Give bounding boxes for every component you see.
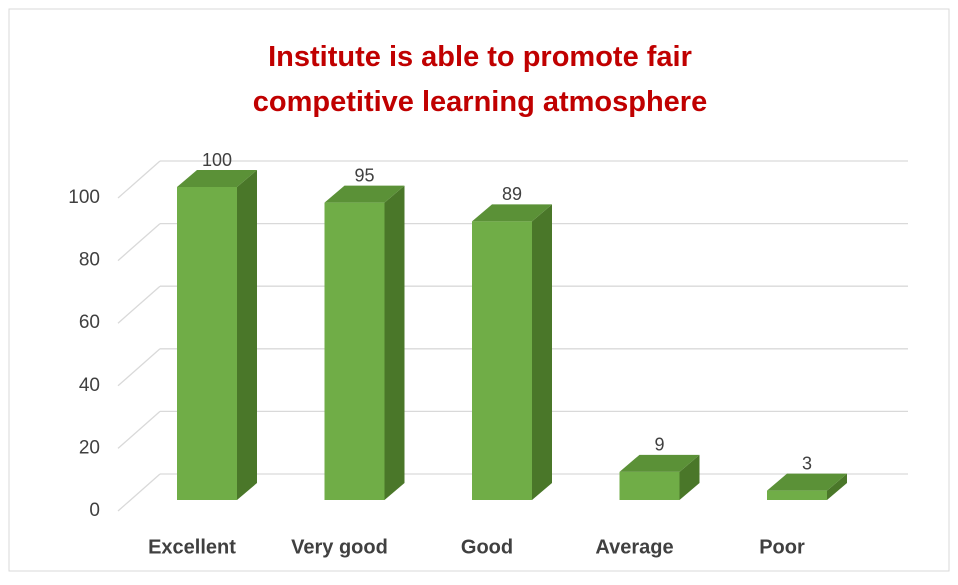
bar-top bbox=[619, 454, 700, 472]
x-tick-label: Poor bbox=[759, 536, 805, 558]
y-tick-label: 40 bbox=[79, 375, 100, 396]
bar-front bbox=[619, 471, 680, 500]
y-tick-label: 80 bbox=[79, 250, 100, 271]
chart-title: Institute is able to promote fair competi… bbox=[253, 41, 707, 118]
bar bbox=[472, 204, 552, 500]
bar-front bbox=[472, 221, 532, 500]
bar-side bbox=[532, 204, 552, 500]
bar bbox=[619, 454, 700, 500]
y-tick-label: 20 bbox=[79, 437, 100, 458]
grid-line-side bbox=[117, 285, 161, 324]
y-tick-label: 0 bbox=[89, 500, 100, 521]
value-label: 3 bbox=[802, 453, 812, 473]
bar-top bbox=[767, 473, 847, 491]
value-label: 9 bbox=[654, 435, 664, 455]
bar bbox=[767, 473, 847, 500]
bar bbox=[177, 170, 257, 500]
y-tick-label: 60 bbox=[79, 312, 100, 333]
grid-line-side bbox=[117, 223, 161, 262]
bar bbox=[324, 185, 405, 500]
bar-front bbox=[767, 490, 827, 500]
bar-side bbox=[237, 170, 257, 500]
grid-line-side bbox=[117, 473, 161, 512]
x-tick-label: Average bbox=[595, 536, 673, 558]
grid-line-side bbox=[117, 160, 161, 199]
bar-top bbox=[324, 185, 405, 203]
grid-line-side bbox=[117, 410, 161, 449]
bar-top bbox=[177, 170, 257, 187]
bar-front bbox=[324, 202, 385, 500]
bar-top bbox=[472, 204, 552, 222]
value-label: 95 bbox=[354, 165, 374, 185]
bar-side bbox=[679, 454, 700, 500]
bar-side bbox=[384, 185, 405, 500]
x-tick-label: Excellent bbox=[148, 536, 236, 558]
x-tick-label: Good bbox=[461, 536, 513, 558]
bar-front bbox=[177, 187, 237, 500]
bar-side bbox=[827, 473, 847, 500]
grid-line-side bbox=[117, 348, 161, 387]
y-tick-label: 100 bbox=[68, 187, 100, 208]
x-tick-label: Very good bbox=[291, 536, 388, 558]
value-label: 89 bbox=[502, 184, 522, 204]
value-label: 100 bbox=[202, 150, 232, 170]
